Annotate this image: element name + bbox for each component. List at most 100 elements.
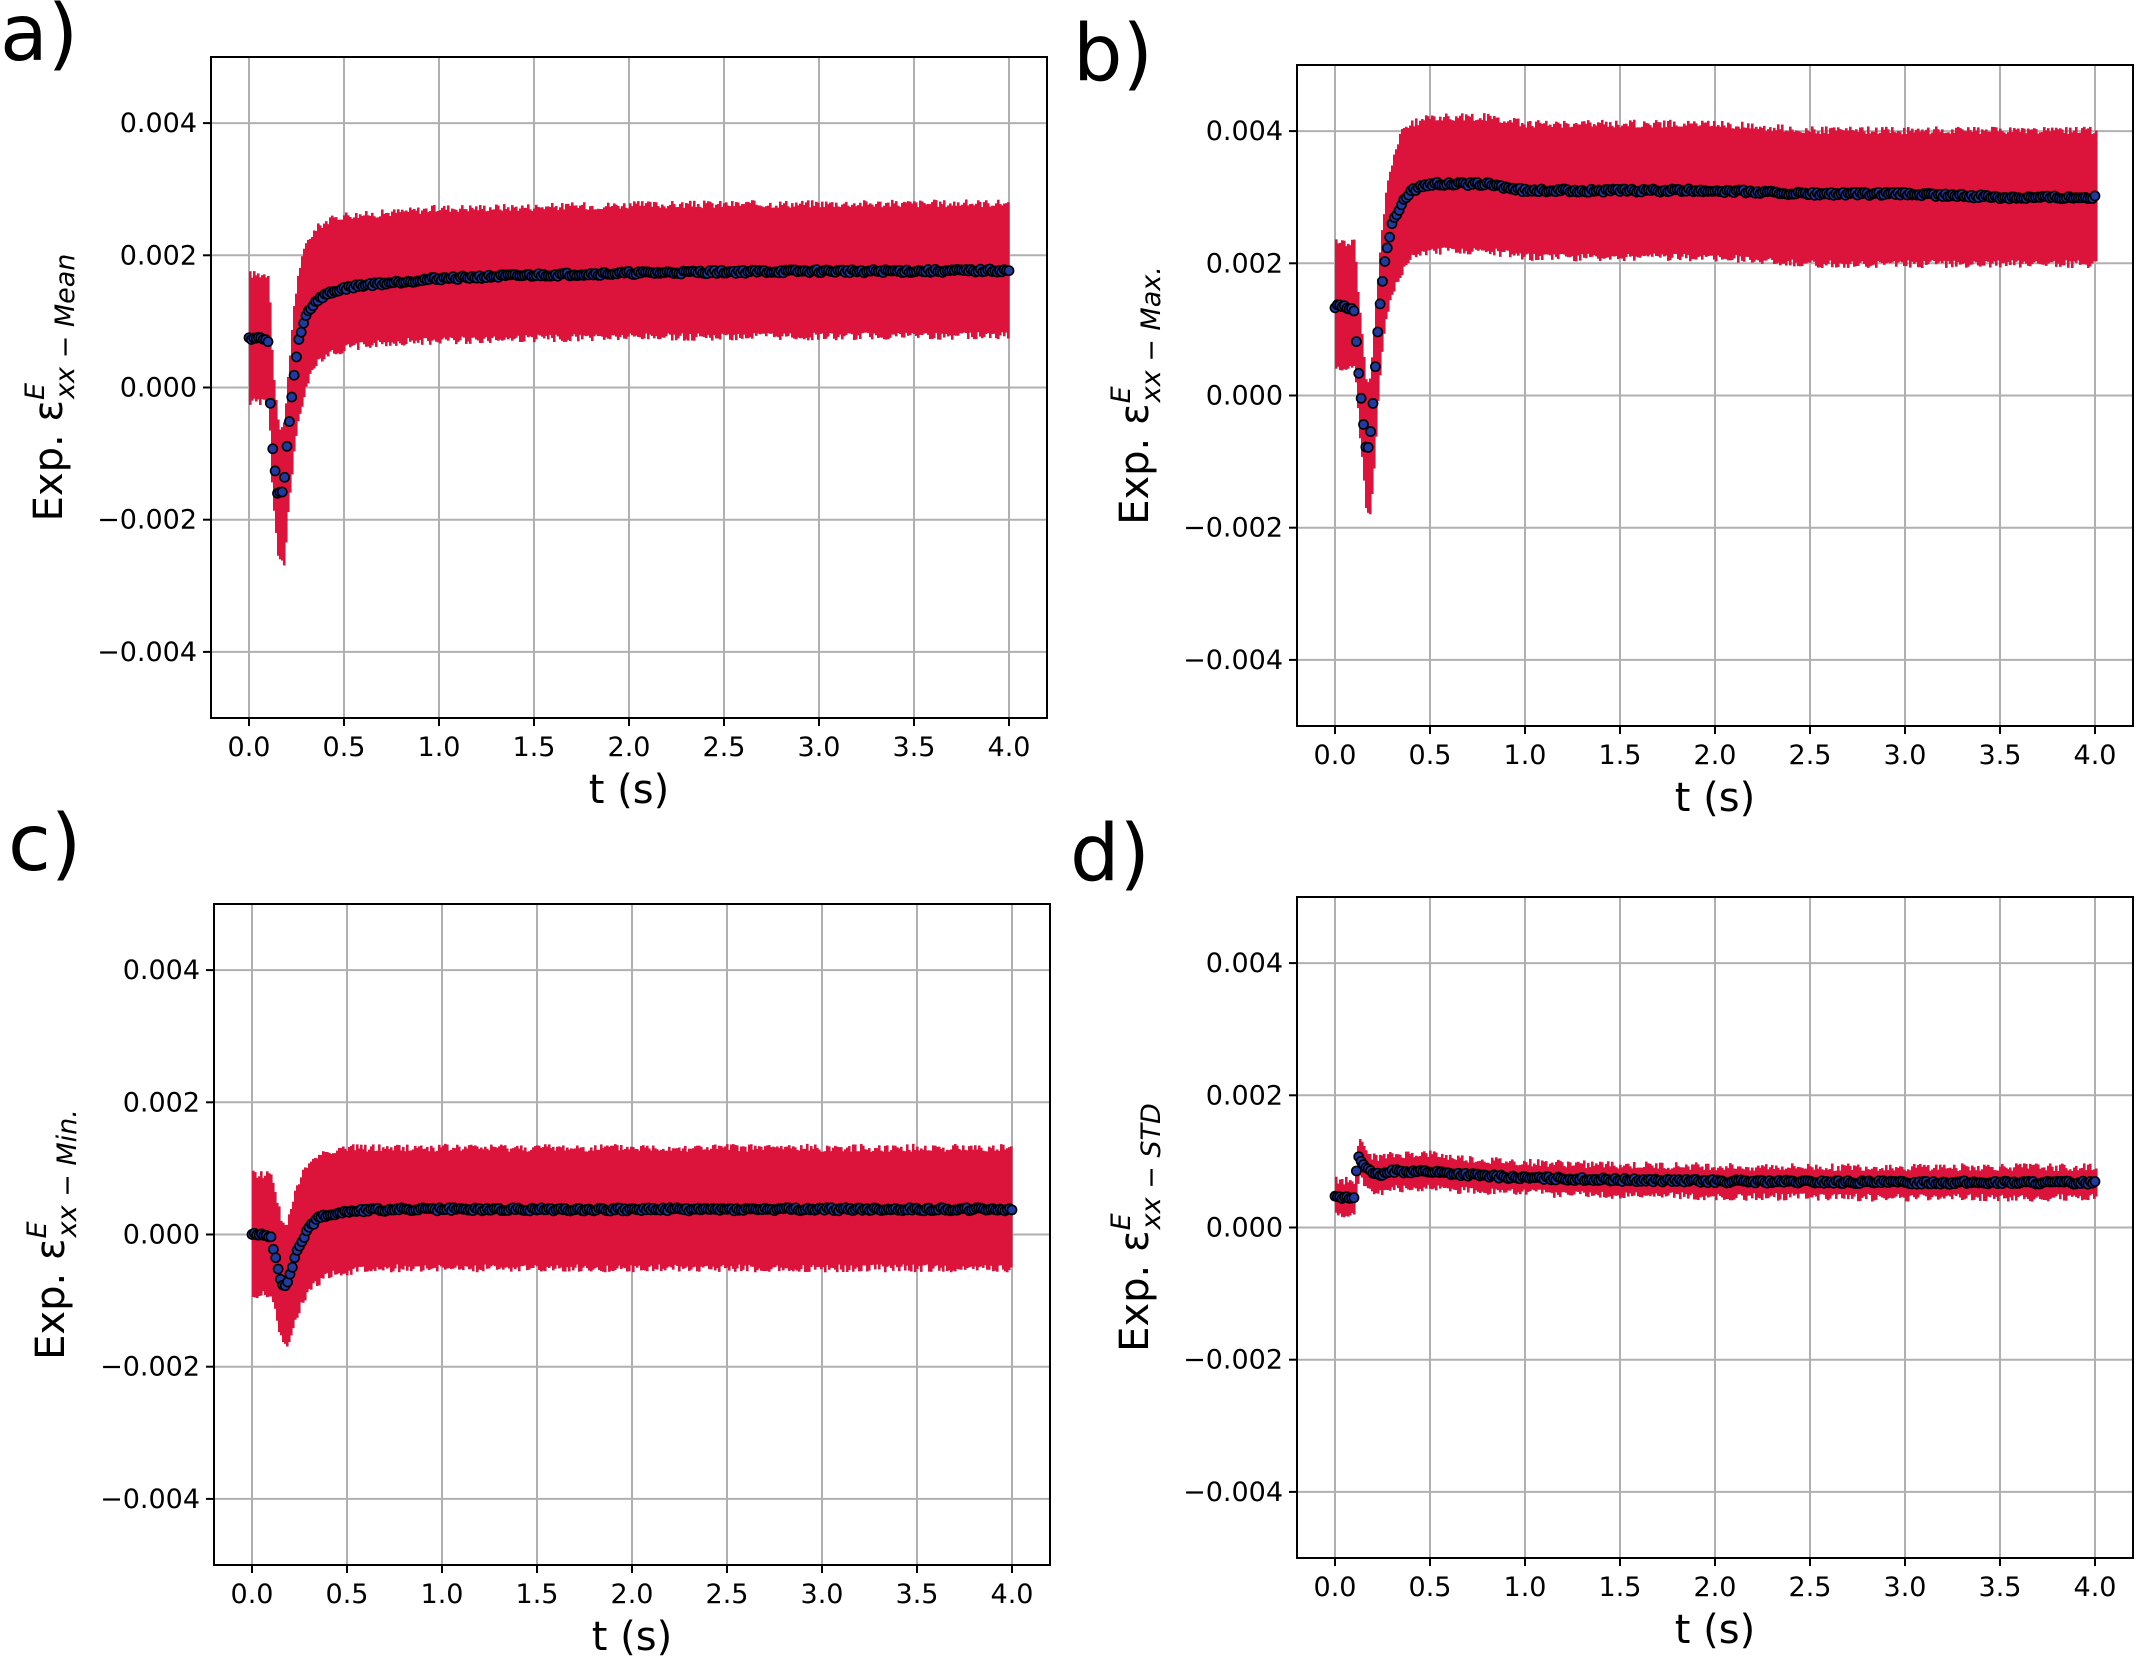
band-spike <box>417 207 420 343</box>
data-point <box>1350 1165 1362 1177</box>
x-tick-label: 1.5 <box>1599 740 1642 771</box>
y-label-sub: xx − STD <box>1136 1103 1167 1230</box>
x-tick-label: 1.0 <box>418 732 461 763</box>
y-tick-label: 0.002 <box>1206 248 1283 279</box>
data-point <box>279 471 291 483</box>
band-spike <box>1355 261 1358 383</box>
band-spike <box>269 302 272 431</box>
data-series <box>246 1202 1018 1292</box>
data-point <box>2089 1176 2101 1187</box>
x-tick-label: 4.0 <box>991 1579 1034 1610</box>
x-tick-label: 2.0 <box>611 1579 654 1610</box>
x-tick-label: 3.5 <box>896 1579 939 1610</box>
x-tick-label: 2.5 <box>1789 740 1832 771</box>
y-label-sub: xx − Min. <box>52 1109 83 1238</box>
band-spike <box>355 212 358 344</box>
data-point <box>1003 265 1015 277</box>
y-label-main: Exp. ε <box>1112 403 1158 524</box>
y-tick-label: 0.000 <box>123 1220 200 1251</box>
panel-a: a) 0.0 0.5 1.0 1.5 2.0 2.5 3.0 3.5 4.0 −0.004 −0.00… <box>0 0 1048 813</box>
y-axis-label-text: Exp. εExx − STD <box>1106 1103 1167 1352</box>
band-spike <box>331 215 334 351</box>
x-tick-label: 3.0 <box>801 1579 844 1610</box>
band-spike <box>333 217 336 354</box>
band-spike <box>359 214 362 343</box>
data-point <box>1379 256 1391 267</box>
x-tick-label: 0.0 <box>231 1579 274 1610</box>
x-tick-label: 2.5 <box>1789 1572 1832 1603</box>
band-spike <box>397 209 400 342</box>
x-tick-label: 1.5 <box>513 732 556 763</box>
band-spike <box>1391 165 1394 295</box>
band-spike <box>1801 132 1804 267</box>
band-spike <box>1385 192 1388 320</box>
x-tick-label: 3.0 <box>1884 740 1927 771</box>
panel-label: b) <box>1073 9 1153 99</box>
band-spike <box>363 215 366 345</box>
data-point <box>1372 326 1384 338</box>
y-tick-label: 0.004 <box>1206 948 1283 979</box>
x-tick-label: 3.0 <box>798 732 841 763</box>
x-tick-label: 2.5 <box>706 1579 749 1610</box>
band-spike <box>407 211 410 339</box>
x-axis-label: t (s) <box>1675 1607 1755 1653</box>
band-spike <box>335 217 338 355</box>
band-spike <box>1353 239 1356 366</box>
data-point <box>1365 426 1377 437</box>
x-tick-label: 0.5 <box>323 732 366 763</box>
y-axis-label-text: Exp. εExx − Mean <box>20 254 81 522</box>
y-label-main: Exp. ε <box>28 1238 74 1359</box>
y-tick-label: 0.000 <box>120 373 197 404</box>
x-tick-label: 0.5 <box>1409 740 1452 771</box>
band-area <box>1335 113 2098 515</box>
band-spike <box>365 211 368 347</box>
band-spike <box>423 208 426 339</box>
band-spike <box>347 215 350 345</box>
data-series <box>1329 176 2101 453</box>
band-spike <box>317 223 320 360</box>
data-point <box>1355 392 1367 404</box>
y-axis-label-text: Exp. εExx − Min. <box>22 1109 83 1360</box>
y-label-sup: E <box>20 383 51 400</box>
y-axis-label: Exp. εExx − STD <box>1106 1103 1167 1352</box>
y-tick-label: 0.002 <box>1206 1080 1283 1111</box>
data-series <box>1329 1151 2101 1204</box>
data-point <box>1384 231 1396 243</box>
band-spike <box>1377 278 1380 401</box>
panel-label: d) <box>1070 809 1150 899</box>
y-label-sup: E <box>1106 1213 1137 1230</box>
y-label-sub: xx − Max. <box>1136 266 1167 403</box>
x-tick-label: 4.0 <box>2074 1572 2117 1603</box>
x-tick-label: 1.0 <box>421 1579 464 1610</box>
band-spike <box>297 275 300 422</box>
band-spike <box>433 204 436 340</box>
y-tick-label: 0.004 <box>120 108 197 139</box>
data-point <box>281 440 293 452</box>
data-point <box>264 397 276 409</box>
data-point <box>270 1252 282 1264</box>
x-tick-label: 4.0 <box>2074 740 2117 771</box>
y-axis-label: Exp. εExx − Min. <box>22 1109 83 1360</box>
x-tick-label: 3.5 <box>1979 1572 2022 1603</box>
band-spike <box>409 207 412 342</box>
band-spike <box>425 208 428 339</box>
y-tick-label: −0.002 <box>1183 1345 1283 1376</box>
y-tick-label: 0.000 <box>1206 381 1283 412</box>
data-point <box>1381 242 1393 254</box>
panel-label: c) <box>8 799 81 889</box>
y-tick-label: 0.004 <box>123 955 200 986</box>
x-tick-label: 0.0 <box>228 732 271 763</box>
band-spike <box>295 293 298 436</box>
band-spike <box>381 209 384 345</box>
data-point <box>1362 442 1374 453</box>
y-label-main: Exp. ε <box>26 400 72 521</box>
x-tick-label: 0.5 <box>1409 1572 1452 1603</box>
y-tick-label: −0.004 <box>1183 645 1283 676</box>
band-spike <box>415 210 418 341</box>
x-tick-label: 3.5 <box>893 732 936 763</box>
y-tick-label: −0.002 <box>100 1352 200 1383</box>
data-point <box>1348 1192 1360 1204</box>
y-tick-label: 0.000 <box>1206 1213 1283 1244</box>
y-tick-label: −0.004 <box>97 637 197 668</box>
